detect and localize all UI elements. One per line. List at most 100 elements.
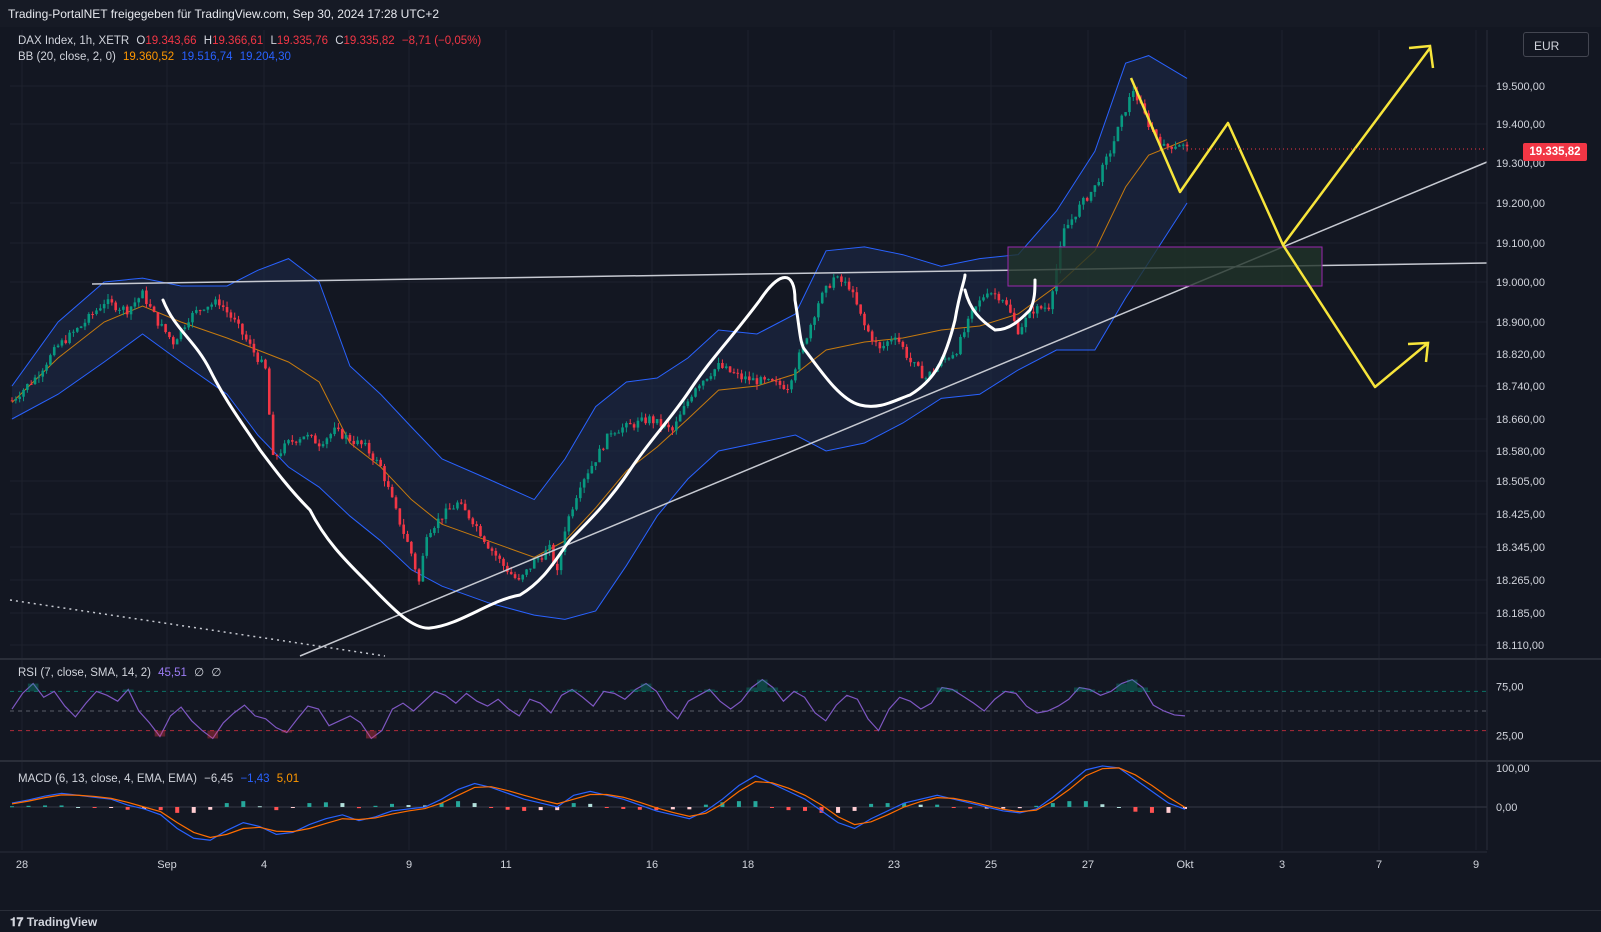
candle-body bbox=[513, 574, 517, 578]
candle-body bbox=[456, 502, 459, 509]
candle-body bbox=[767, 378, 770, 380]
candle-body bbox=[721, 363, 724, 368]
macd-histogram-bar bbox=[588, 803, 593, 807]
candle-body bbox=[49, 355, 52, 365]
macd-histogram-bar bbox=[142, 807, 147, 809]
date-tick-label: 28 bbox=[16, 859, 28, 871]
price-tick-label: 19.000,00 bbox=[1496, 277, 1545, 289]
candle-body bbox=[394, 497, 398, 509]
candle-body bbox=[233, 317, 237, 320]
macd-histogram-bar bbox=[125, 807, 130, 810]
macd-histogram-bar bbox=[158, 807, 163, 811]
candle-body bbox=[145, 290, 148, 305]
candle-body bbox=[509, 571, 513, 575]
candle-body bbox=[294, 441, 298, 443]
candle-body bbox=[790, 380, 793, 390]
bb-basis-value: 19.360,52 bbox=[123, 51, 175, 63]
candle-body bbox=[529, 568, 532, 570]
macd-histogram-bar bbox=[373, 805, 378, 807]
rsi-overbought-fill bbox=[746, 687, 758, 692]
yellow-projection-down bbox=[1281, 244, 1429, 389]
candle-body bbox=[37, 376, 41, 378]
candle-body bbox=[1174, 146, 1177, 149]
candle-body bbox=[605, 433, 609, 450]
rsi-overbought-fill bbox=[1126, 679, 1138, 692]
legend-c-label: C bbox=[335, 35, 344, 47]
candle-body bbox=[755, 378, 759, 385]
macd-histogram-bar bbox=[1100, 804, 1105, 807]
candle-body bbox=[390, 486, 394, 498]
header-bar: Trading-PortalNET freigegeben für Tradin… bbox=[0, 0, 1601, 27]
rsi-overbought-fill bbox=[122, 689, 134, 692]
candle-body bbox=[532, 559, 536, 569]
candle-body bbox=[1108, 153, 1112, 157]
price-tick-label: 18.580,00 bbox=[1496, 446, 1545, 458]
footer-bar: 𝟏𝟕 TradingView bbox=[0, 910, 1601, 932]
legend-symbol: DAX Index, 1h, XETR bbox=[18, 35, 130, 47]
currency-selector[interactable]: EUR bbox=[1523, 32, 1589, 57]
candle-body bbox=[598, 448, 601, 463]
rsi-overbought-fill bbox=[27, 683, 39, 692]
candle-body bbox=[241, 323, 244, 335]
candle-body bbox=[982, 297, 985, 301]
rsi-label: RSI (7, close, SMA, 14, 2) bbox=[18, 667, 151, 679]
legend-l-label: L bbox=[270, 35, 277, 47]
candle-body bbox=[210, 304, 213, 307]
candle-body bbox=[133, 302, 137, 307]
macd-histogram-bar bbox=[637, 807, 642, 810]
candle-body bbox=[1028, 311, 1031, 318]
candle-body bbox=[56, 345, 60, 348]
candle-body bbox=[951, 355, 955, 359]
rsi-oversold-fill bbox=[366, 730, 377, 739]
candle-body bbox=[813, 317, 816, 325]
candle-body bbox=[160, 324, 164, 326]
candle-body bbox=[33, 377, 37, 384]
candle-body bbox=[1166, 143, 1170, 147]
candle-body bbox=[997, 293, 1001, 301]
candle-body bbox=[736, 372, 740, 374]
candle-body bbox=[797, 352, 801, 370]
candle-body bbox=[1001, 300, 1005, 302]
candle-body bbox=[1009, 304, 1012, 313]
macd-histogram-bar bbox=[340, 803, 345, 807]
candle-body bbox=[1012, 312, 1016, 321]
price-tick-label: 18.265,00 bbox=[1496, 575, 1545, 587]
candle-body bbox=[582, 479, 586, 488]
candle-body bbox=[110, 299, 114, 303]
macd-histogram-bar bbox=[257, 806, 262, 808]
candle-body bbox=[955, 354, 958, 356]
macd-histogram-bar bbox=[175, 807, 180, 813]
candle-body bbox=[1047, 307, 1051, 310]
candle-body bbox=[602, 448, 605, 450]
candle-body bbox=[621, 427, 624, 433]
tradingview-logo[interactable]: 𝟏𝟕 TradingView bbox=[10, 915, 97, 930]
candle-body bbox=[847, 281, 851, 290]
candle-body bbox=[989, 293, 993, 295]
candle-body bbox=[198, 310, 202, 312]
bb-upper-line bbox=[11, 55, 1188, 501]
rsi-oversold-fill bbox=[207, 730, 219, 739]
candle-body bbox=[1020, 327, 1024, 335]
candle-body bbox=[406, 533, 409, 542]
macd-hist-value: 5,01 bbox=[276, 773, 300, 785]
macd-histogram-bar bbox=[869, 803, 874, 807]
candle-body bbox=[625, 423, 628, 428]
macd-histogram-bar bbox=[323, 802, 328, 807]
candle-body bbox=[498, 555, 501, 559]
macd-tick-label: 0,00 bbox=[1496, 802, 1517, 814]
candle-body bbox=[1074, 216, 1077, 220]
date-tick-label: 9 bbox=[406, 859, 412, 871]
candle-body bbox=[267, 368, 271, 415]
date-tick-label: 4 bbox=[261, 859, 267, 871]
candle-body bbox=[87, 313, 91, 323]
candle-body bbox=[52, 347, 56, 356]
candle-body bbox=[763, 377, 766, 380]
candle-body bbox=[490, 548, 494, 551]
macd-histogram-bar bbox=[670, 807, 675, 810]
candle-body bbox=[1185, 144, 1189, 147]
candle-body bbox=[966, 318, 970, 333]
candle-body bbox=[855, 292, 859, 305]
price-tick-label: 18.505,00 bbox=[1496, 476, 1545, 488]
rsi-oversold-fill bbox=[154, 730, 166, 737]
